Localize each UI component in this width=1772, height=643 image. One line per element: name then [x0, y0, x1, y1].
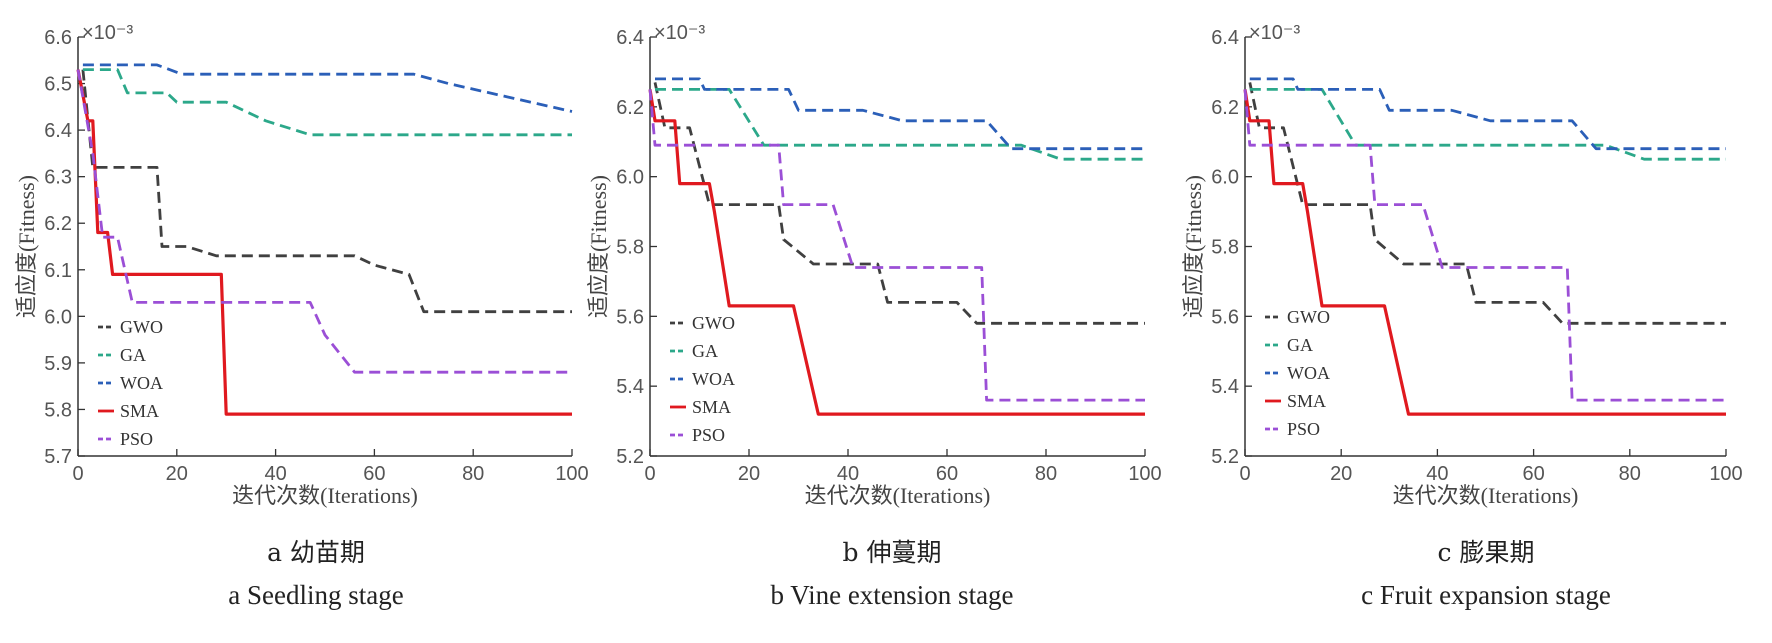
legend-label-woa: WOA [1287, 363, 1330, 383]
x-axis-title: 迭代次数(Iterations) [805, 483, 991, 508]
y-axis-title: 适应度(Fitness) [14, 175, 39, 318]
series-line-gwo [1248, 82, 1726, 325]
y-tick-label: 6.5 [44, 74, 72, 96]
legend-label-gwo: GWO [1287, 307, 1330, 327]
legend-label-gwo: GWO [120, 317, 163, 337]
y-axis-title: 适应度(Fitness) [586, 175, 611, 318]
y-tick-label: 5.4 [616, 376, 644, 398]
x-tick-label: 60 [1522, 463, 1544, 485]
x-tick-label: 100 [1128, 463, 1161, 485]
y-tick-label: 6.0 [44, 306, 72, 328]
x-tick-label: 40 [837, 463, 859, 485]
legend-label-pso: PSO [120, 429, 153, 449]
series-line-sma [1243, 89, 1726, 416]
y-tick-label: 6.4 [44, 120, 72, 142]
chart-panel-c: 5.2 5.4 5.6 5.8 6.0 6.2 6.4 0 20 40 60 80 100 ×10⁻³ 迭代… [1181, 22, 1743, 610]
series-line-sma [76, 69, 572, 416]
x-tick-label: 80 [462, 463, 484, 485]
chart-panel-a: 5.7 5.8 5.9 6.0 6.1 6.2 6.3 6.4 6.5 6.6 0 20 40 60 80 1… [14, 22, 589, 610]
legend-label-gwo: GWO [692, 313, 735, 333]
legend-label-ga: GA [120, 345, 146, 365]
legend-label-woa: WOA [120, 373, 163, 393]
caption-en: c Fruit expansion stage [1361, 580, 1611, 610]
legend-label-sma: SMA [1287, 391, 1326, 411]
y-tick-label: 6.4 [616, 27, 644, 49]
y-tick-label: 6.2 [44, 213, 72, 235]
y-exponent-label: ×10⁻³ [654, 22, 705, 44]
x-tick-label: 60 [936, 463, 958, 485]
caption-en: b Vine extension stage [770, 580, 1013, 610]
x-tick-label: 0 [644, 463, 655, 485]
legend-label-ga: GA [1287, 335, 1313, 355]
series-line-gwo [653, 82, 1145, 325]
legend-label-pso: PSO [692, 425, 725, 445]
series-line-pso [648, 89, 1145, 402]
caption-cn: c 膨果期 [1438, 538, 1535, 567]
legend-label-pso: PSO [1287, 419, 1320, 439]
y-tick-label: 6.2 [616, 97, 644, 119]
y-tick-label: 5.7 [44, 446, 72, 468]
series-line-pso [1243, 89, 1726, 402]
x-tick-label: 100 [1709, 463, 1742, 485]
y-tick-label: 5.8 [1211, 237, 1239, 259]
x-tick-label: 0 [1239, 463, 1250, 485]
legend-label-sma: SMA [120, 401, 159, 421]
y-tick-label: 5.6 [1211, 306, 1239, 328]
y-tick-label: 6.0 [616, 167, 644, 189]
caption-cn: b 伸蔓期 [843, 538, 942, 567]
y-exponent-label: ×10⁻³ [82, 22, 133, 44]
legend-label-ga: GA [692, 341, 718, 361]
x-tick-label: 40 [264, 463, 286, 485]
y-tick-label: 5.2 [616, 446, 644, 468]
y-tick-label: 6.1 [44, 260, 72, 282]
x-tick-label: 80 [1035, 463, 1057, 485]
series-line-sma [648, 89, 1145, 416]
series-line-ga [1249, 88, 1726, 161]
x-tick-label: 20 [166, 463, 188, 485]
y-tick-label: 6.6 [44, 27, 72, 49]
legend-label-sma: SMA [692, 397, 731, 417]
series-line-woa [655, 77, 1145, 151]
y-tick-label: 6.0 [1211, 167, 1239, 189]
caption-cn: a 幼苗期 [267, 538, 365, 567]
y-exponent-label: ×10⁻³ [1249, 22, 1300, 44]
series-line-woa [1249, 77, 1726, 151]
y-axis-title: 适应度(Fitness) [1181, 175, 1206, 318]
legend-label-woa: WOA [692, 369, 735, 389]
x-tick-label: 0 [72, 463, 83, 485]
x-tick-label: 40 [1426, 463, 1448, 485]
caption-en: a Seedling stage [228, 580, 403, 610]
series-line-woa [82, 63, 573, 113]
y-tick-label: 5.8 [44, 399, 72, 421]
y-tick-label: 6.3 [44, 167, 72, 189]
series-line-ga [82, 68, 572, 137]
y-tick-label: 5.8 [616, 237, 644, 259]
series-line-pso [76, 69, 572, 374]
chart-panel-b: 5.2 5.4 5.6 5.8 6.0 6.2 6.4 0 20 40 60 80 100 ×10⁻³ 迭代… [586, 22, 1162, 610]
x-axis-title: 迭代次数(Iterations) [1393, 483, 1579, 508]
x-tick-label: 20 [738, 463, 760, 485]
y-tick-label: 6.2 [1211, 97, 1239, 119]
y-tick-label: 5.6 [616, 306, 644, 328]
x-tick-label: 20 [1330, 463, 1352, 485]
x-tick-label: 60 [363, 463, 385, 485]
y-tick-label: 6.4 [1211, 27, 1239, 49]
y-tick-label: 5.2 [1211, 446, 1239, 468]
x-axis-title: 迭代次数(Iterations) [232, 483, 418, 508]
series-line-gwo [81, 69, 572, 314]
y-tick-label: 5.9 [44, 353, 72, 375]
y-tick-label: 5.4 [1211, 376, 1239, 398]
x-tick-label: 80 [1619, 463, 1641, 485]
x-tick-label: 100 [555, 463, 588, 485]
